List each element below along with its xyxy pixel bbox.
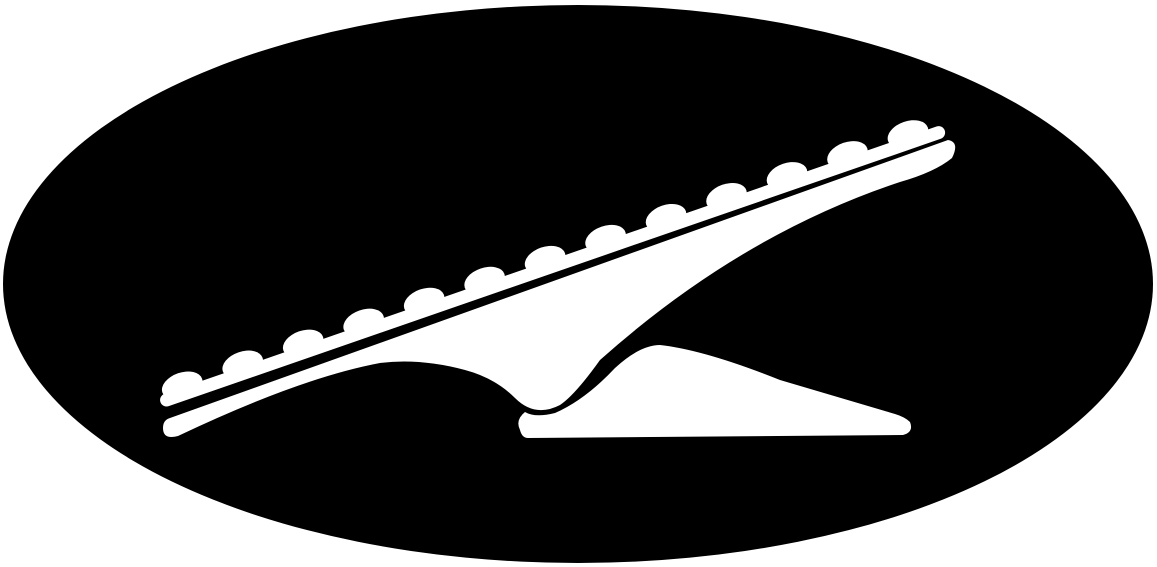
bump <box>282 329 324 358</box>
bump <box>827 141 868 170</box>
bump <box>403 287 445 316</box>
bump <box>222 350 263 379</box>
wing <box>163 140 956 437</box>
bump <box>706 183 747 212</box>
plow-base <box>518 345 912 438</box>
bump <box>161 371 203 400</box>
bump <box>585 224 626 254</box>
upper-band <box>160 120 946 407</box>
bump <box>645 203 687 233</box>
bump <box>464 266 505 295</box>
bump <box>887 120 929 149</box>
bump <box>524 245 566 274</box>
bump <box>343 308 384 337</box>
bump <box>766 162 808 191</box>
